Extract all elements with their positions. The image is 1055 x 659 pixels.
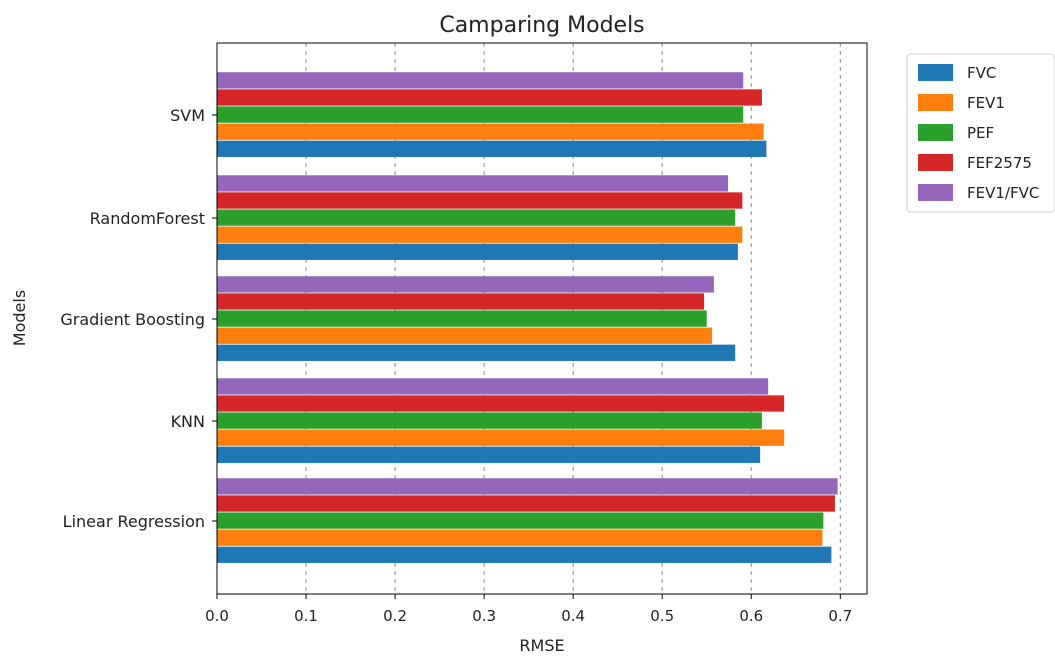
bar-randomforest-pef [217,209,736,226]
bar-linear-regression-fev1-fvc [217,478,838,495]
x-tick-label: 0.5 [650,607,674,625]
bar-knn-fev1-fvc [217,378,769,395]
bar-gradient-boosting-fef2575 [217,293,705,310]
x-tick-label: 0.1 [294,607,318,625]
x-tick-label: 0.3 [472,607,496,625]
bar-svm-pef [217,106,744,123]
x-tick-label: 0.0 [205,607,229,625]
bar-knn-pef [217,412,762,429]
bar-linear-regression-fef2575 [217,495,835,512]
bar-randomforest-fef2575 [217,192,743,209]
legend-frame [906,53,1055,213]
bar-randomforest-fev1-fvc [217,175,729,192]
bar-randomforest-fev1 [217,226,743,243]
legend-swatch-fev1 [918,94,953,111]
y-tick-label-svm: SVM [170,106,205,125]
legend-label-pef: PEF [967,124,994,142]
legend-label-fvc: FVC [967,64,996,82]
bar-linear-regression-pef [217,512,824,529]
legend-swatch-fev1-fvc [918,184,953,201]
bar-knn-fvc [217,446,761,463]
x-tick-label: 0.7 [828,607,852,625]
bar-gradient-boosting-pef [217,310,707,327]
bar-knn-fef2575 [217,395,785,412]
y-tick-label-knn: KNN [171,412,205,431]
legend-swatch-pef [918,124,953,141]
x-tick-label: 0.6 [739,607,763,625]
y-tick-label-randomforest: RandomForest [90,209,205,228]
bar-knn-fev1 [217,429,785,446]
legend: FVC FEV1 PEF FEF2575 FEV1/FVC [906,53,1055,213]
legend-swatch-fvc [918,64,953,81]
legend-label-fev1-fvc: FEV1/FVC [967,184,1039,202]
y-axis-label: Models [10,290,29,346]
x-tick-label: 0.4 [561,607,585,625]
bar-linear-regression-fev1 [217,529,823,546]
bar-svm-fvc [217,140,767,157]
bars-layer [217,72,838,563]
bar-gradient-boosting-fev1 [217,327,713,344]
bar-gradient-boosting-fvc [217,344,736,361]
bar-svm-fev1-fvc [217,72,744,89]
legend-swatch-fef2575 [918,154,953,171]
chart-title: Camparing Models [439,13,644,38]
y-tick-label-gradient-boosting: Gradient Boosting [60,310,205,329]
axes-layer: 0.0 0.1 0.2 0.3 0.4 0.5 0.6 0.7 Linear Regressio… [60,106,852,625]
bar-randomforest-fvc [217,243,738,260]
x-tick-label: 0.2 [383,607,407,625]
bar-svm-fef2575 [217,89,762,106]
bar-linear-regression-fvc [217,546,832,563]
y-tick-label-linear-regression: Linear Regression [63,512,205,531]
bar-svm-fev1 [217,123,764,140]
bar-gradient-boosting-fev1-fvc [217,276,714,293]
x-axis-label: RMSE [519,636,564,655]
legend-label-fef2575: FEF2575 [967,154,1032,172]
legend-label-fev1: FEV1 [967,94,1005,112]
